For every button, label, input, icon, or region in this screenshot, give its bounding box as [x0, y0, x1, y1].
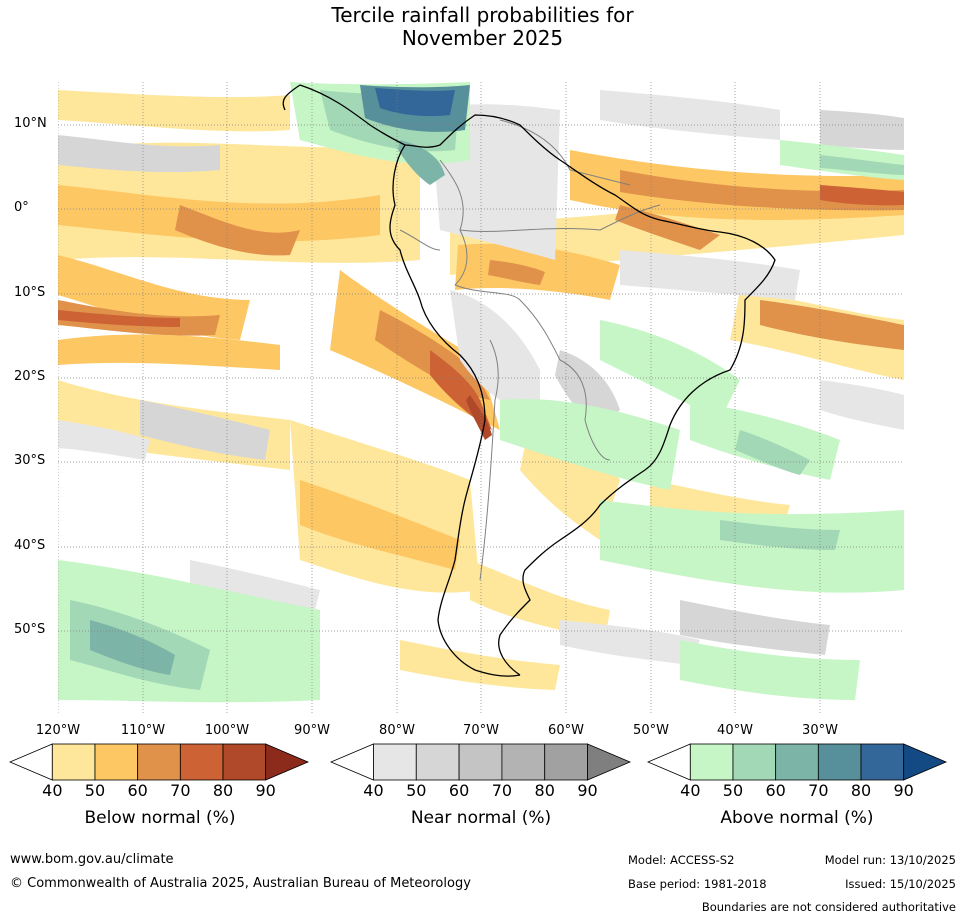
colorbar-near-segment	[415, 743, 460, 781]
colorbar-below-tick: 80	[212, 781, 234, 800]
lon-label-30w: 30°W	[802, 723, 838, 738]
colorbar-above-segment	[817, 743, 862, 781]
colorbar-near-title: Near normal (%)	[410, 808, 552, 828]
lon-label-110w: 110°W	[120, 723, 166, 738]
coastline	[282, 84, 776, 677]
map-panel	[58, 82, 904, 714]
lon-label-100w: 100°W	[204, 723, 250, 738]
lon-label-120w: 120°W	[35, 723, 81, 738]
lon-label-70w: 70°W	[463, 723, 499, 738]
title-line-2: November 2025	[401, 26, 564, 50]
lon-label-50w: 50°W	[633, 723, 669, 738]
colorbar-below-segment	[179, 743, 224, 781]
colorbar-near-tick: 90	[577, 781, 598, 800]
colorbar-near-arrow-low	[329, 743, 374, 781]
colorbar-above-segment	[860, 743, 905, 781]
title-line-1: Tercile rainfall probabilities for	[331, 3, 634, 27]
lon-label-90w: 90°W	[294, 723, 330, 738]
graticule	[58, 82, 904, 714]
colorbar-below-arrow-high	[265, 743, 310, 781]
colorbar-above-arrow-low	[646, 743, 691, 781]
disclaimer: Boundaries are not considered authoritat…	[701, 900, 956, 914]
lat-label-10s: 10°S	[14, 285, 46, 300]
lat-label-40s: 40°S	[14, 538, 46, 553]
copyright: © Commonwealth of Australia 2025, Austra…	[10, 876, 471, 891]
colorbar-below-tick: 40	[42, 781, 63, 800]
colorbar-near-segment	[544, 743, 588, 781]
colorbar-below-segment	[51, 743, 96, 781]
colorbar-above-tick: 90	[893, 781, 914, 800]
colorbar-above-segment	[689, 743, 734, 781]
lon-label-80w: 80°W	[379, 723, 415, 738]
colorbar-near-arrow-high	[587, 743, 632, 781]
colorbar-above-segment	[732, 743, 777, 781]
below-normal-regions	[58, 90, 904, 690]
colorbar-below-arrow-low	[8, 743, 53, 781]
colorbar-near-segment	[458, 743, 503, 781]
colorbar-near-tick: 80	[534, 781, 555, 800]
colorbar-above-tick: 80	[850, 781, 872, 800]
colorbar-below-tick: 60	[127, 781, 148, 800]
colorbar-near-tick: 60	[448, 781, 470, 800]
colorbar-near-tick: 70	[491, 781, 513, 800]
website-link[interactable]: www.bom.gov.au/climate	[10, 852, 174, 867]
colorbar-near-segment	[373, 743, 417, 781]
colorbar-below-tick: 90	[255, 781, 276, 800]
colorbar-below-segment	[94, 743, 139, 781]
colorbar-below-title: Below normal (%)	[84, 808, 236, 828]
lon-label-40w: 40°W	[717, 723, 753, 738]
map-title: Tercile rainfall probabilities for Novem…	[0, 4, 965, 50]
colorbar-below-segment	[137, 743, 181, 781]
colorbar-above-tick: 70	[808, 781, 829, 800]
lat-label-20s: 20°S	[14, 369, 46, 384]
above-normal-regions	[58, 82, 904, 703]
colorbar-below	[8, 743, 310, 781]
colorbar-near-tick: 50	[406, 781, 427, 800]
colorbar-above-arrow-high	[903, 743, 948, 781]
colorbar-near-tick: 40	[363, 781, 384, 800]
colorbar-below-tick: 50	[84, 781, 106, 800]
colorbar-near-segment	[501, 743, 546, 781]
lon-label-60w: 60°W	[548, 723, 584, 738]
lat-label-10n: 10°N	[14, 116, 47, 131]
model-run: Model run: 13/10/2025	[824, 853, 956, 867]
colorbar-below-segment	[222, 743, 267, 781]
base-period: Base period: 1981-2018	[628, 877, 767, 891]
issued-date: Issued: 15/10/2025	[845, 877, 956, 891]
lat-label-50s: 50°S	[14, 622, 46, 637]
lat-label-0: 0°	[14, 200, 29, 215]
colorbar-above-tick: 50	[722, 781, 744, 800]
lat-label-30s: 30°S	[14, 453, 46, 468]
colorbar-above-tick: 60	[765, 781, 786, 800]
colorbar-below-tick: 70	[170, 781, 191, 800]
colorbar-above-tick: 40	[680, 781, 701, 800]
model-name: Model: ACCESS-S2	[628, 853, 735, 867]
colorbar-above-title: Above normal (%)	[720, 808, 874, 828]
colorbar-near	[329, 743, 632, 781]
colorbar-above-segment	[775, 743, 819, 781]
colorbar-above	[646, 743, 948, 781]
